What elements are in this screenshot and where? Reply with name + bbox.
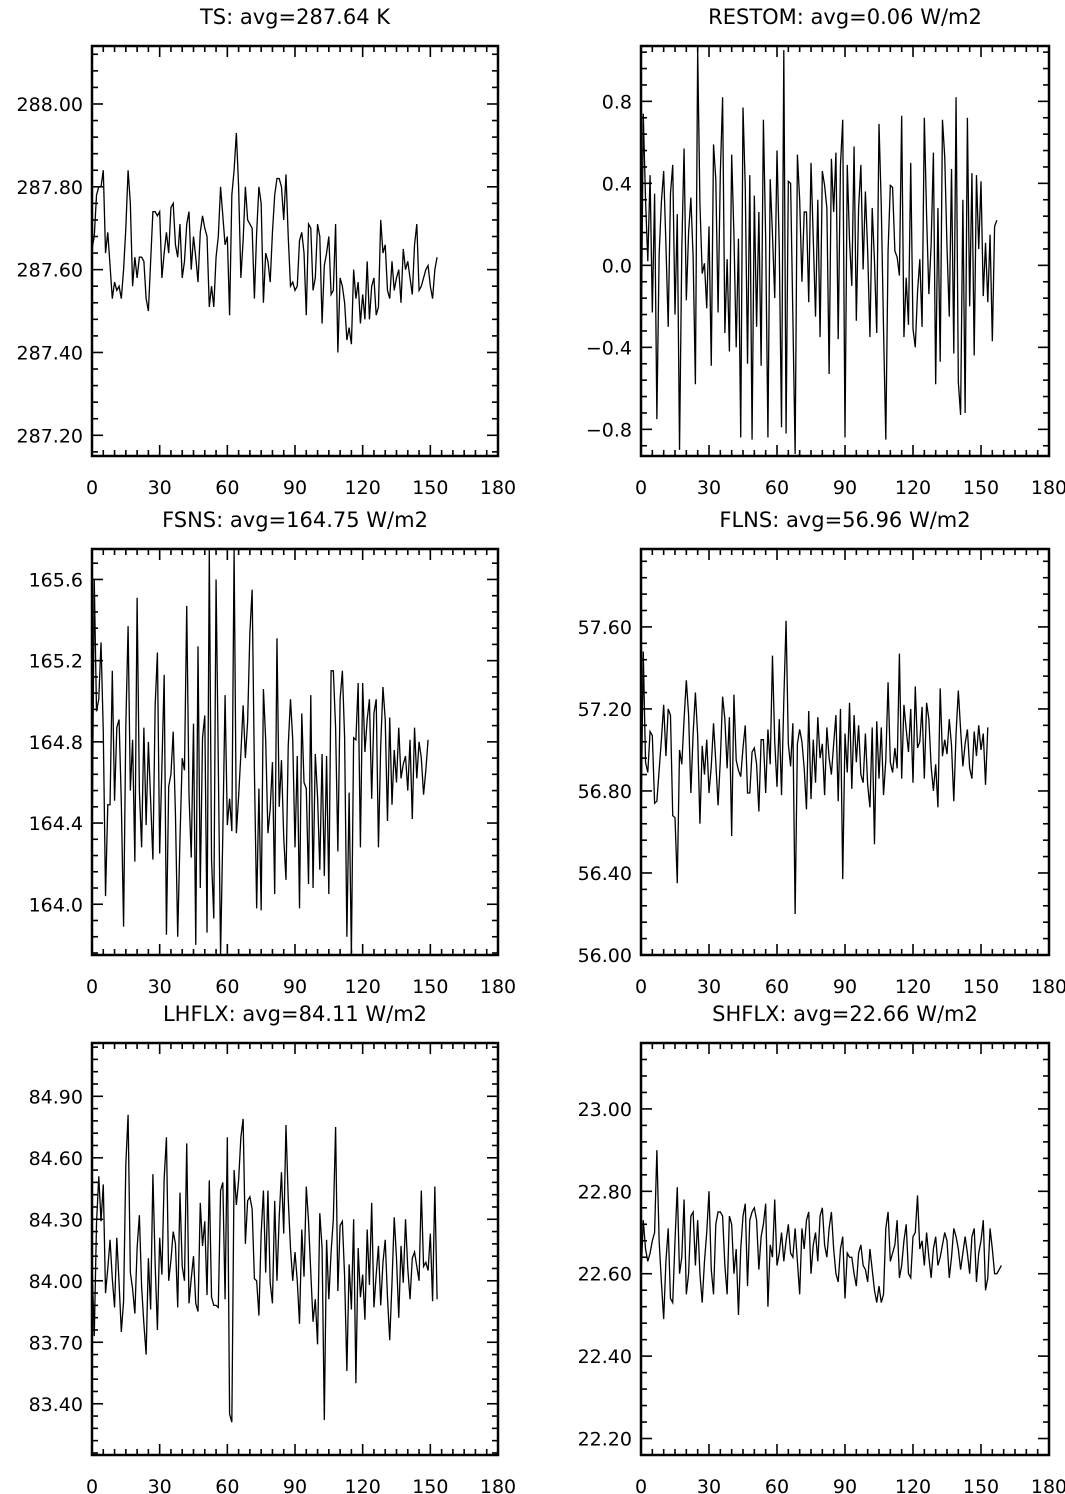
series-line-fsns bbox=[92, 549, 429, 955]
y-tick-label: 84.90 bbox=[29, 1086, 83, 1108]
y-tick-label: 288.00 bbox=[17, 94, 83, 116]
x-tick-label: 30 bbox=[697, 1476, 721, 1494]
x-tick-label: 180 bbox=[480, 976, 516, 998]
y-tick-label: 0.4 bbox=[602, 173, 632, 195]
x-tick-label: 120 bbox=[345, 1476, 381, 1494]
x-tick-label: 60 bbox=[765, 976, 789, 998]
x-tick-label: 180 bbox=[1031, 976, 1065, 998]
y-tick-label: 287.60 bbox=[17, 260, 83, 282]
x-tick-label: 150 bbox=[963, 1476, 999, 1494]
x-tick-label: 60 bbox=[215, 477, 239, 499]
y-tick-label: 22.60 bbox=[578, 1264, 632, 1286]
y-tick-label: 0.8 bbox=[602, 91, 632, 113]
chart-panel-lhflx: LHFLX: avg=84.11 W/m2 0 30 60 90 120 150 180 83.… bbox=[29, 1002, 517, 1494]
x-tick-label: 0 bbox=[635, 477, 647, 499]
x-tick-label: 150 bbox=[412, 477, 448, 499]
x-tick-label: 180 bbox=[480, 477, 516, 499]
x-tick-label: 150 bbox=[412, 976, 448, 998]
x-tick-label: 150 bbox=[963, 477, 999, 499]
y-tick-label: 84.30 bbox=[29, 1209, 83, 1231]
series-line-shflx bbox=[641, 1150, 1002, 1320]
x-tick-label: 90 bbox=[283, 976, 307, 998]
y-tick-label: 287.80 bbox=[17, 177, 83, 199]
y-tick-label: 56.00 bbox=[578, 945, 632, 967]
chart-title-ts: TS: avg=287.64 K bbox=[199, 5, 391, 29]
x-tick-label: 30 bbox=[148, 1476, 172, 1494]
x-tick-label: 30 bbox=[148, 976, 172, 998]
chart-title-restom: RESTOM: avg=0.06 W/m2 bbox=[708, 5, 982, 29]
x-tick-label: 90 bbox=[283, 1476, 307, 1494]
x-tick-label: 150 bbox=[412, 1476, 448, 1494]
chart-title-flns: FLNS: avg=56.96 W/m2 bbox=[719, 508, 970, 532]
y-tick-label: 22.20 bbox=[578, 1429, 632, 1451]
x-tick-label: 120 bbox=[345, 976, 381, 998]
x-tick-label: 180 bbox=[1031, 477, 1065, 499]
y-tick-label: 23.00 bbox=[578, 1099, 632, 1121]
y-tick-label: 0.0 bbox=[602, 255, 632, 277]
chart-title-shflx: SHFLX: avg=22.66 W/m2 bbox=[712, 1002, 978, 1026]
x-tick-label: 0 bbox=[635, 1476, 647, 1494]
y-tick-label: 84.00 bbox=[29, 1271, 83, 1293]
y-tick-label: 164.8 bbox=[29, 732, 83, 754]
series-line-restom bbox=[641, 50, 998, 454]
y-tick-label: 287.20 bbox=[17, 425, 83, 447]
x-tick-label: 120 bbox=[345, 477, 381, 499]
y-tick-label: 57.60 bbox=[578, 617, 632, 639]
x-tick-label: 120 bbox=[895, 976, 931, 998]
y-tick-label: 84.60 bbox=[29, 1148, 83, 1170]
x-tick-label: 90 bbox=[283, 477, 307, 499]
x-tick-label: 0 bbox=[86, 477, 98, 499]
y-tick-label: 56.80 bbox=[578, 781, 632, 803]
y-tick-label: 165.2 bbox=[29, 651, 83, 673]
x-tick-label: 120 bbox=[895, 1476, 931, 1494]
y-tick-label: 57.20 bbox=[578, 699, 632, 721]
y-tick-label: 165.6 bbox=[29, 569, 83, 591]
x-tick-label: 60 bbox=[765, 1476, 789, 1494]
series-line-ts bbox=[92, 132, 438, 353]
x-tick-label: 150 bbox=[963, 976, 999, 998]
x-tick-label: 0 bbox=[86, 1476, 98, 1494]
x-tick-label: 120 bbox=[895, 477, 931, 499]
x-tick-label: 90 bbox=[833, 1476, 857, 1494]
y-tick-label: 164.0 bbox=[29, 894, 83, 916]
x-tick-label: 60 bbox=[215, 1476, 239, 1494]
chart-panel-ts: TS: avg=287.64 K 0 30 60 90 120 150 180 287.20 28… bbox=[17, 5, 517, 499]
y-tick-label: −0.4 bbox=[586, 337, 632, 359]
y-tick-label: 22.40 bbox=[578, 1346, 632, 1368]
x-tick-label: 30 bbox=[697, 477, 721, 499]
x-tick-label: 60 bbox=[215, 976, 239, 998]
y-tick-label: 287.40 bbox=[17, 342, 83, 364]
y-tick-label: 164.4 bbox=[29, 813, 83, 835]
x-tick-label: 180 bbox=[1031, 1476, 1065, 1494]
x-tick-label: 180 bbox=[480, 1476, 516, 1494]
chart-title-fsns: FSNS: avg=164.75 W/m2 bbox=[162, 508, 428, 532]
chart-panel-fsns: FSNS: avg=164.75 W/m2 0 30 60 90 120 150 180 164… bbox=[29, 508, 517, 998]
x-tick-label: 90 bbox=[833, 477, 857, 499]
chart-title-lhflx: LHFLX: avg=84.11 W/m2 bbox=[163, 1002, 427, 1026]
y-tick-label: 56.40 bbox=[578, 863, 632, 885]
chart-panel-restom: RESTOM: avg=0.06 W/m2 0 30 60 90 120 150 180 −0.… bbox=[586, 5, 1065, 499]
y-tick-label: 22.80 bbox=[578, 1181, 632, 1203]
chart-panel-flns: FLNS: avg=56.96 W/m2 0 30 60 90 120 150 180 56.0… bbox=[578, 508, 1065, 998]
y-tick-label: 83.40 bbox=[29, 1394, 83, 1416]
x-tick-label: 0 bbox=[86, 976, 98, 998]
y-tick-label: −0.8 bbox=[586, 419, 632, 441]
x-tick-label: 30 bbox=[697, 976, 721, 998]
x-tick-label: 90 bbox=[833, 976, 857, 998]
series-line-flns bbox=[641, 620, 989, 914]
x-tick-label: 0 bbox=[635, 976, 647, 998]
x-tick-label: 30 bbox=[148, 477, 172, 499]
x-tick-label: 60 bbox=[765, 477, 789, 499]
chart-panel-shflx: SHFLX: avg=22.66 W/m2 0 30 60 90 120 150 180 22.… bbox=[578, 1002, 1065, 1494]
y-tick-label: 83.70 bbox=[29, 1332, 83, 1354]
series-line-lhflx bbox=[92, 1114, 438, 1423]
